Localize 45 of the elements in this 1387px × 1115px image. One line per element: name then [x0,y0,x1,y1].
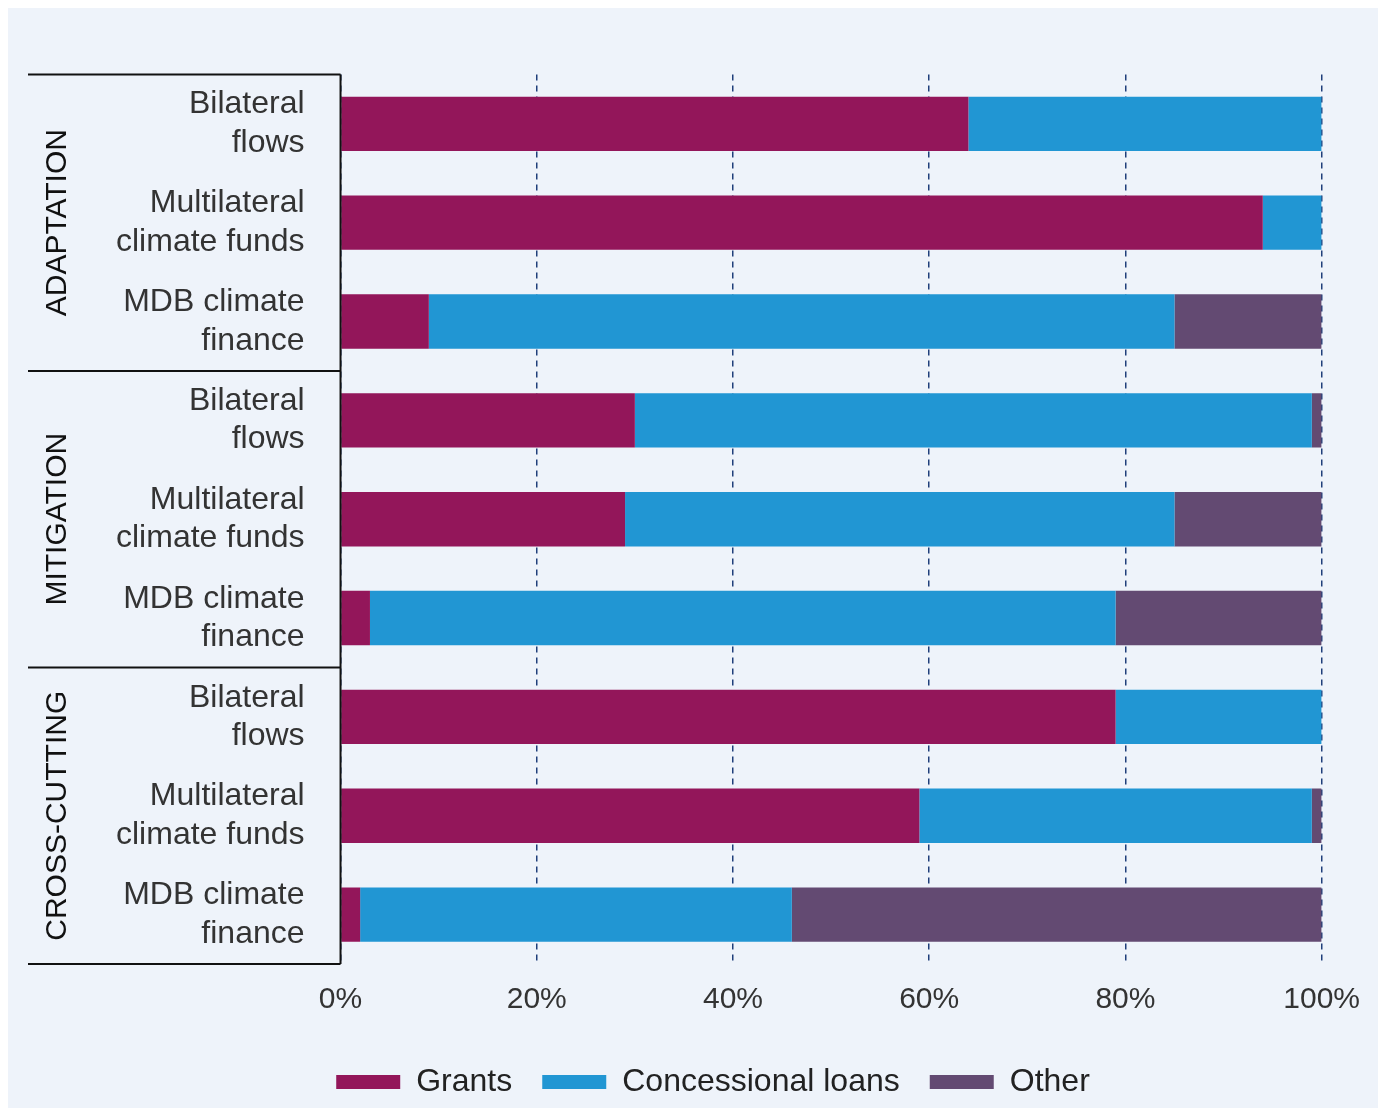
bar [360,887,792,942]
x-tick-label: 40% [702,981,763,1015]
x-tick-label: 20% [506,981,567,1015]
x-tick-label: 80% [1095,981,1156,1015]
y-tick-label: Bilateral flows [188,380,305,456]
y-tick-label: Multilateral climate funds [116,183,305,258]
bar [625,492,1175,547]
bar [1115,590,1322,646]
bar [341,887,361,942]
bar [428,294,1175,349]
x-tick-label: 60% [899,981,960,1015]
bar [341,492,626,547]
bar [341,294,429,349]
legend-label: Other [1009,1061,1091,1098]
bar [1174,492,1322,547]
y-tick-label: MDB climate finance [123,282,305,357]
y-tick-label: Multilateral climate funds [116,776,305,851]
bar [634,393,1312,448]
bar [1262,195,1322,250]
bar [341,788,920,843]
bar [968,96,1322,151]
x-tick-label: 100% [1283,981,1360,1015]
y-tick-label: Bilateral flows [188,677,305,752]
bar [341,590,370,646]
y-tick-label: Bilateral flows [188,84,305,159]
y-tick-label: MDB climate finance [123,875,305,950]
text: CROSS-CUTTING [39,690,73,941]
bar [791,887,1322,942]
text: MITIGATION [39,432,73,606]
y-tick-label: Multilateral climate funds [116,479,305,555]
legend-label: Concessional loans [622,1061,900,1098]
bar [1311,788,1322,843]
bar [369,590,1116,646]
y-tick-label: MDB climate finance [123,578,305,654]
bar [1174,294,1322,349]
bar [1311,393,1322,448]
bar [1115,689,1322,745]
bar [919,788,1312,843]
x-tick-label: 0% [318,981,363,1015]
bar [341,195,1263,250]
bar [341,393,635,448]
bar [341,689,1116,745]
legend-label: Grants [416,1061,513,1098]
text: ADAPTATION [39,129,73,317]
bar [341,96,969,151]
